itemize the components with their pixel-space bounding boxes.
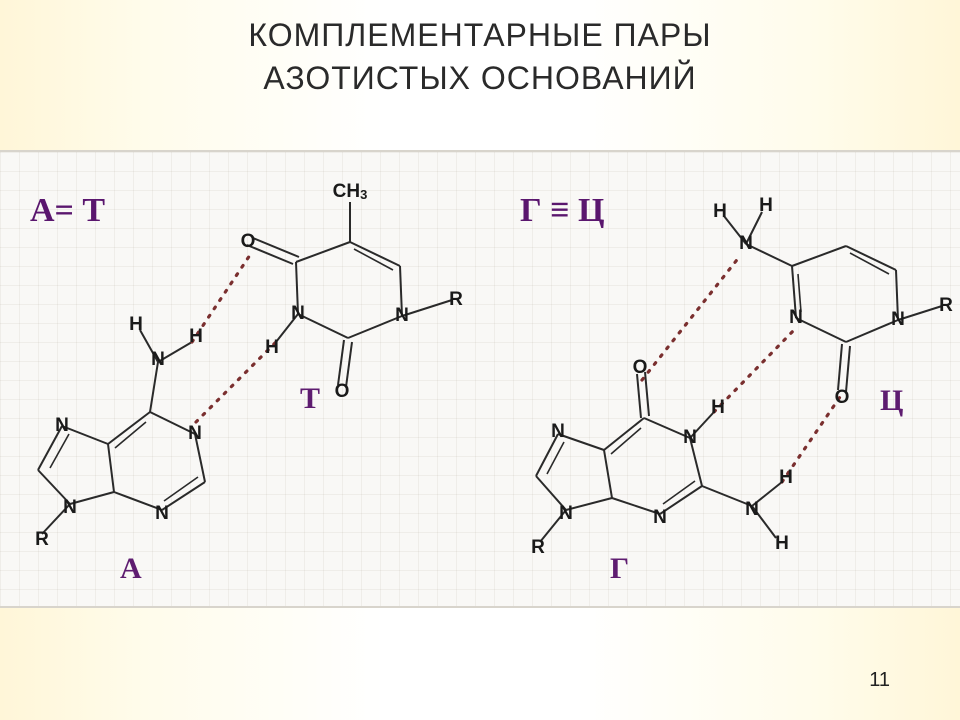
svg-text:N: N [155,503,169,524]
svg-text:N: N [291,303,305,324]
guanine-ring5 [536,434,612,510]
page-number: 11 [869,669,890,692]
hbond-gc-1 [642,256,740,380]
svg-text:N: N [55,415,69,436]
svg-text:N: N [63,497,77,518]
svg-text:R: R [939,295,953,316]
cytosine-o2 [838,344,850,392]
slide-page: КОМПЛЕМЕНТАРНЫЕ ПАРЫ АЗОТИСТЫХ ОСНОВАНИЙ… [0,0,960,720]
svg-text:R: R [531,537,545,558]
svg-text:N: N [188,423,202,444]
svg-text:N: N [683,427,697,448]
svg-text:H: H [189,326,203,347]
left-atom-labels: N N N N N H H R N N O O H CH3 R [35,181,463,550]
adenine-amine [140,330,192,412]
diagram-area: А= Т Г ≡ Ц А Т Г Ц [0,150,960,608]
svg-text:O: O [633,357,648,378]
svg-text:N: N [789,307,803,328]
slide-title: КОМПЛЕМЕНТАРНЫЕ ПАРЫ АЗОТИСТЫХ ОСНОВАНИЙ [0,14,960,100]
chemistry-svg: N N N N N H H R N N O O H CH3 R [0,152,960,606]
svg-text:O: O [335,381,350,402]
title-line-1: КОМПЛЕМЕНТАРНЫЕ ПАРЫ [248,17,711,53]
svg-text:H: H [265,337,279,358]
svg-text:H: H [775,533,789,554]
svg-text:H: H [713,201,727,222]
cytosine-ring [792,246,898,342]
thymine-ring [296,242,402,338]
svg-text:N: N [745,499,759,520]
svg-text:R: R [449,289,463,310]
svg-text:O: O [835,387,850,408]
svg-text:N: N [891,309,905,330]
svg-text:O: O [241,231,256,252]
cytosine-amine [724,212,792,266]
svg-text:N: N [395,305,409,326]
svg-text:N: N [653,507,667,528]
svg-text:H: H [779,467,793,488]
guanine-amine [702,482,782,538]
svg-text:H: H [129,314,143,335]
svg-text:N: N [559,503,573,524]
hbond-gc-2 [714,328,796,412]
svg-text:N: N [739,233,753,254]
svg-text:N: N [151,349,165,370]
thymine-o2 [338,340,352,387]
svg-text:R: R [35,529,49,550]
title-line-2: АЗОТИСТЫХ ОСНОВАНИЙ [263,60,696,96]
svg-text:N: N [551,421,565,442]
svg-text:CH3: CH3 [333,181,368,202]
thymine-r-bond [402,300,452,316]
svg-text:H: H [711,397,725,418]
hbond-at-2 [196,342,276,422]
adenine-ring5 [38,426,114,504]
svg-text:H: H [759,195,773,216]
